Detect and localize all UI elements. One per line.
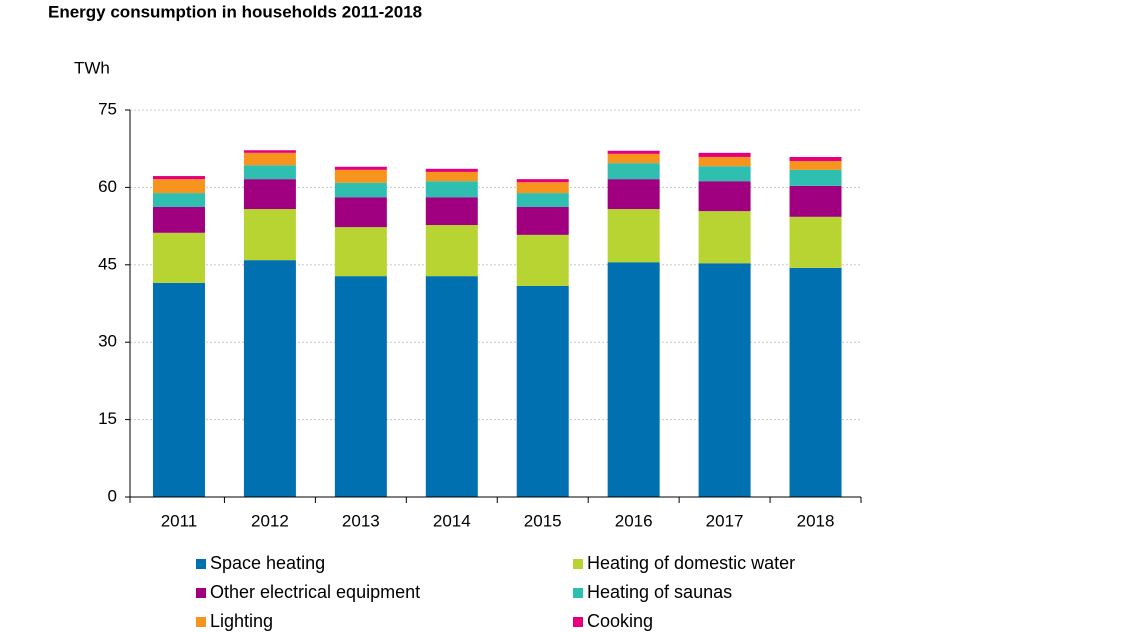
- x-tick-label: 2011: [161, 511, 198, 530]
- x-tick-label: 2014: [433, 511, 471, 530]
- legend-label: Other electrical equipment: [210, 582, 420, 602]
- bar-segment: [243, 150, 296, 153]
- bar-segment: [334, 182, 387, 198]
- bar-segment: [607, 262, 660, 497]
- bar-segment: [516, 182, 569, 194]
- bar-segment: [516, 207, 569, 235]
- x-tick-label: 2017: [706, 511, 744, 530]
- y-tick-label: 60: [98, 177, 117, 196]
- bar-segment: [607, 150, 660, 154]
- bar-segment: [243, 260, 296, 497]
- bar-segment: [789, 156, 842, 162]
- bar-segment: [698, 181, 751, 212]
- bar-segment: [425, 171, 478, 182]
- y-tick-label: 75: [98, 99, 117, 118]
- bar-segment: [516, 193, 569, 208]
- bar-segment: [698, 156, 751, 167]
- bar-segment: [425, 181, 478, 198]
- bar-segment: [152, 207, 205, 233]
- bar-segment: [698, 211, 751, 264]
- bar-segment: [698, 263, 751, 497]
- legend-swatch: [196, 559, 206, 569]
- legend-label: Lighting: [210, 611, 273, 631]
- legend-swatch: [573, 588, 583, 598]
- y-axis-label: TWh: [74, 58, 110, 77]
- bar-segment: [516, 234, 569, 286]
- legend-swatch: [573, 559, 583, 569]
- legend-swatch: [196, 617, 206, 627]
- bar-segment: [516, 285, 569, 497]
- bar-segment: [152, 193, 205, 208]
- bar-segment: [152, 176, 205, 180]
- bar-segment: [152, 179, 205, 194]
- bar-segment: [243, 209, 296, 261]
- bar-segment: [698, 166, 751, 182]
- bar-segment: [243, 179, 296, 210]
- bar-segment: [152, 282, 205, 497]
- bar-segment: [607, 209, 660, 263]
- x-tick-label: 2013: [342, 511, 380, 530]
- chart-title: Energy consumption in households 2011-20…: [48, 2, 422, 21]
- x-tick-label: 2012: [251, 511, 289, 530]
- legend-swatch: [196, 588, 206, 598]
- legend-label: Space heating: [210, 553, 325, 573]
- legend-label: Heating of saunas: [587, 582, 732, 602]
- bar-segment: [425, 276, 478, 497]
- bar-segment: [334, 197, 387, 228]
- bar-segment: [152, 232, 205, 283]
- y-tick-label: 0: [108, 486, 117, 505]
- legend-swatch: [573, 617, 583, 627]
- y-tick-label: 30: [98, 332, 117, 351]
- bar-segment: [789, 161, 842, 170]
- bar-segment: [789, 267, 842, 497]
- legend-label: Cooking: [587, 611, 653, 631]
- legend-label: Heating of domestic water: [587, 553, 795, 573]
- bar-segment: [425, 168, 478, 172]
- bar-segment: [516, 179, 569, 183]
- y-tick-label: 45: [98, 254, 117, 273]
- bar-segment: [698, 152, 751, 157]
- bar-segment: [334, 276, 387, 497]
- bar-segment: [425, 197, 478, 226]
- bar-segment: [334, 169, 387, 183]
- bar-segment: [789, 216, 842, 268]
- bar-segment: [607, 153, 660, 164]
- bar-segment: [789, 169, 842, 186]
- y-tick-label: 15: [98, 409, 117, 428]
- bar-segment: [789, 185, 842, 217]
- x-tick-label: 2015: [524, 511, 562, 530]
- bar-segment: [607, 163, 660, 180]
- bar-segment: [607, 179, 660, 210]
- bar-segment: [243, 152, 296, 166]
- x-tick-label: 2018: [797, 511, 835, 530]
- bar-segment: [334, 227, 387, 277]
- bar-segment: [425, 225, 478, 277]
- x-tick-label: 2016: [615, 511, 653, 530]
- bar-segment: [243, 165, 296, 180]
- bar-segment: [334, 166, 387, 170]
